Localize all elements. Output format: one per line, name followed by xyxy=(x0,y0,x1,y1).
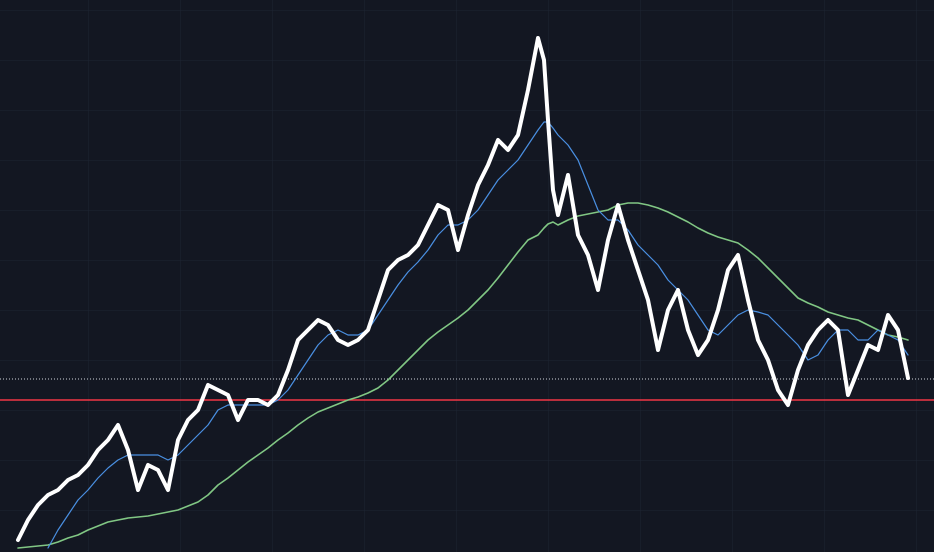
price-line xyxy=(17,202,909,549)
price-line xyxy=(47,121,909,549)
price-line xyxy=(16,36,910,542)
